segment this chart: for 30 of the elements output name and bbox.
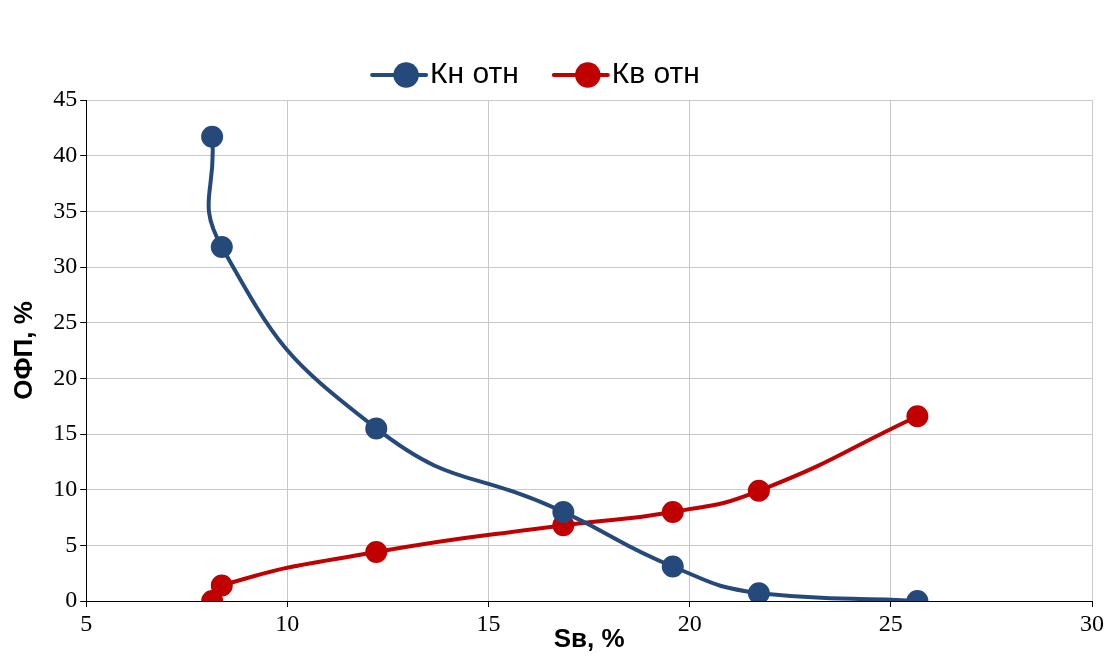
point: [365, 541, 388, 564]
point: [552, 500, 575, 523]
point: [747, 582, 770, 601]
point: [201, 125, 224, 148]
y-axis-title: ОФП, %: [7, 301, 38, 400]
x-tick-label: 10: [275, 609, 300, 636]
y-tick-label: 40: [53, 140, 78, 167]
y-tick-label: 10: [53, 474, 78, 501]
x-tick-label: 15: [476, 609, 501, 636]
x-tick-label: 30: [1080, 609, 1104, 636]
point: [661, 500, 684, 523]
legend-label: Кв отн: [611, 56, 700, 90]
point: [210, 235, 233, 258]
legend-label: Кн отн: [430, 56, 519, 90]
point: [906, 405, 929, 428]
x-tick-label: 20: [677, 609, 702, 636]
point: [365, 417, 388, 440]
y-tick-label: 20: [53, 363, 78, 390]
point: [210, 574, 233, 597]
point: [747, 479, 770, 502]
y-tick-label: 0: [65, 586, 78, 613]
point: [661, 555, 684, 578]
x-axis-title: Sв, %: [553, 622, 625, 653]
y-tick-label: 45: [53, 85, 78, 112]
y-tick-label: 5: [65, 530, 78, 557]
y-tick-label: 30: [53, 252, 78, 279]
y-tick-label: 35: [53, 196, 78, 223]
y-tick-label: 25: [53, 307, 78, 334]
x-tick-label: 25: [878, 609, 903, 636]
y-tick-label: 15: [53, 419, 78, 446]
